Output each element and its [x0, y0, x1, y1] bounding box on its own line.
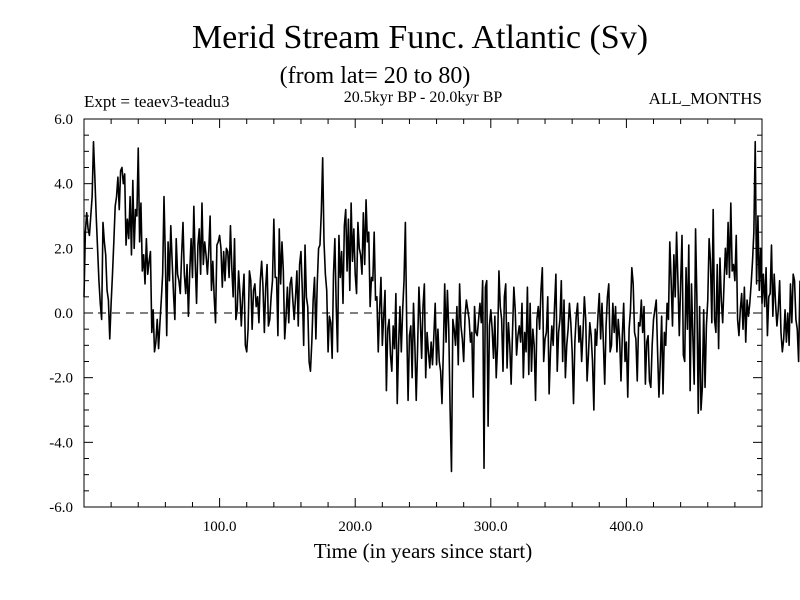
- y-tick-label: -2.0: [49, 371, 73, 387]
- y-tick-label: 4.0: [54, 177, 73, 193]
- data-series-group: [83, 140, 800, 473]
- x-tick-label: 200.0: [338, 519, 372, 535]
- x-tick-label: 100.0: [203, 519, 237, 535]
- months-label: ALL_MONTHS: [649, 89, 762, 108]
- y-tick-label: 6.0: [54, 112, 73, 128]
- x-tick-label: 400.0: [610, 519, 644, 535]
- experiment-label: Expt = teaev3-teadu3: [84, 92, 230, 111]
- x-axis-label: Time (in years since start): [314, 539, 533, 563]
- x-tick-label: 300.0: [474, 519, 508, 535]
- y-tick-label: -4.0: [49, 435, 73, 451]
- chart-subtitle: (from lat= 20 to 80): [280, 63, 471, 89]
- series-line: [83, 140, 800, 473]
- y-tick-label: 0.0: [54, 306, 73, 322]
- y-tick-label: 2.0: [54, 241, 73, 257]
- chart-title: Merid Stream Func. Atlantic (Sv): [192, 19, 648, 56]
- period-label: 20.5kyr BP - 20.0kyr BP: [344, 89, 503, 106]
- x-axis: 100.0 200.0 300.0 400.0: [110, 119, 736, 535]
- y-axis: 6.0 4.0 2.0 0.0 -2.0 -4.0 -6.0: [49, 112, 762, 516]
- y-tick-label: -6.0: [49, 500, 73, 516]
